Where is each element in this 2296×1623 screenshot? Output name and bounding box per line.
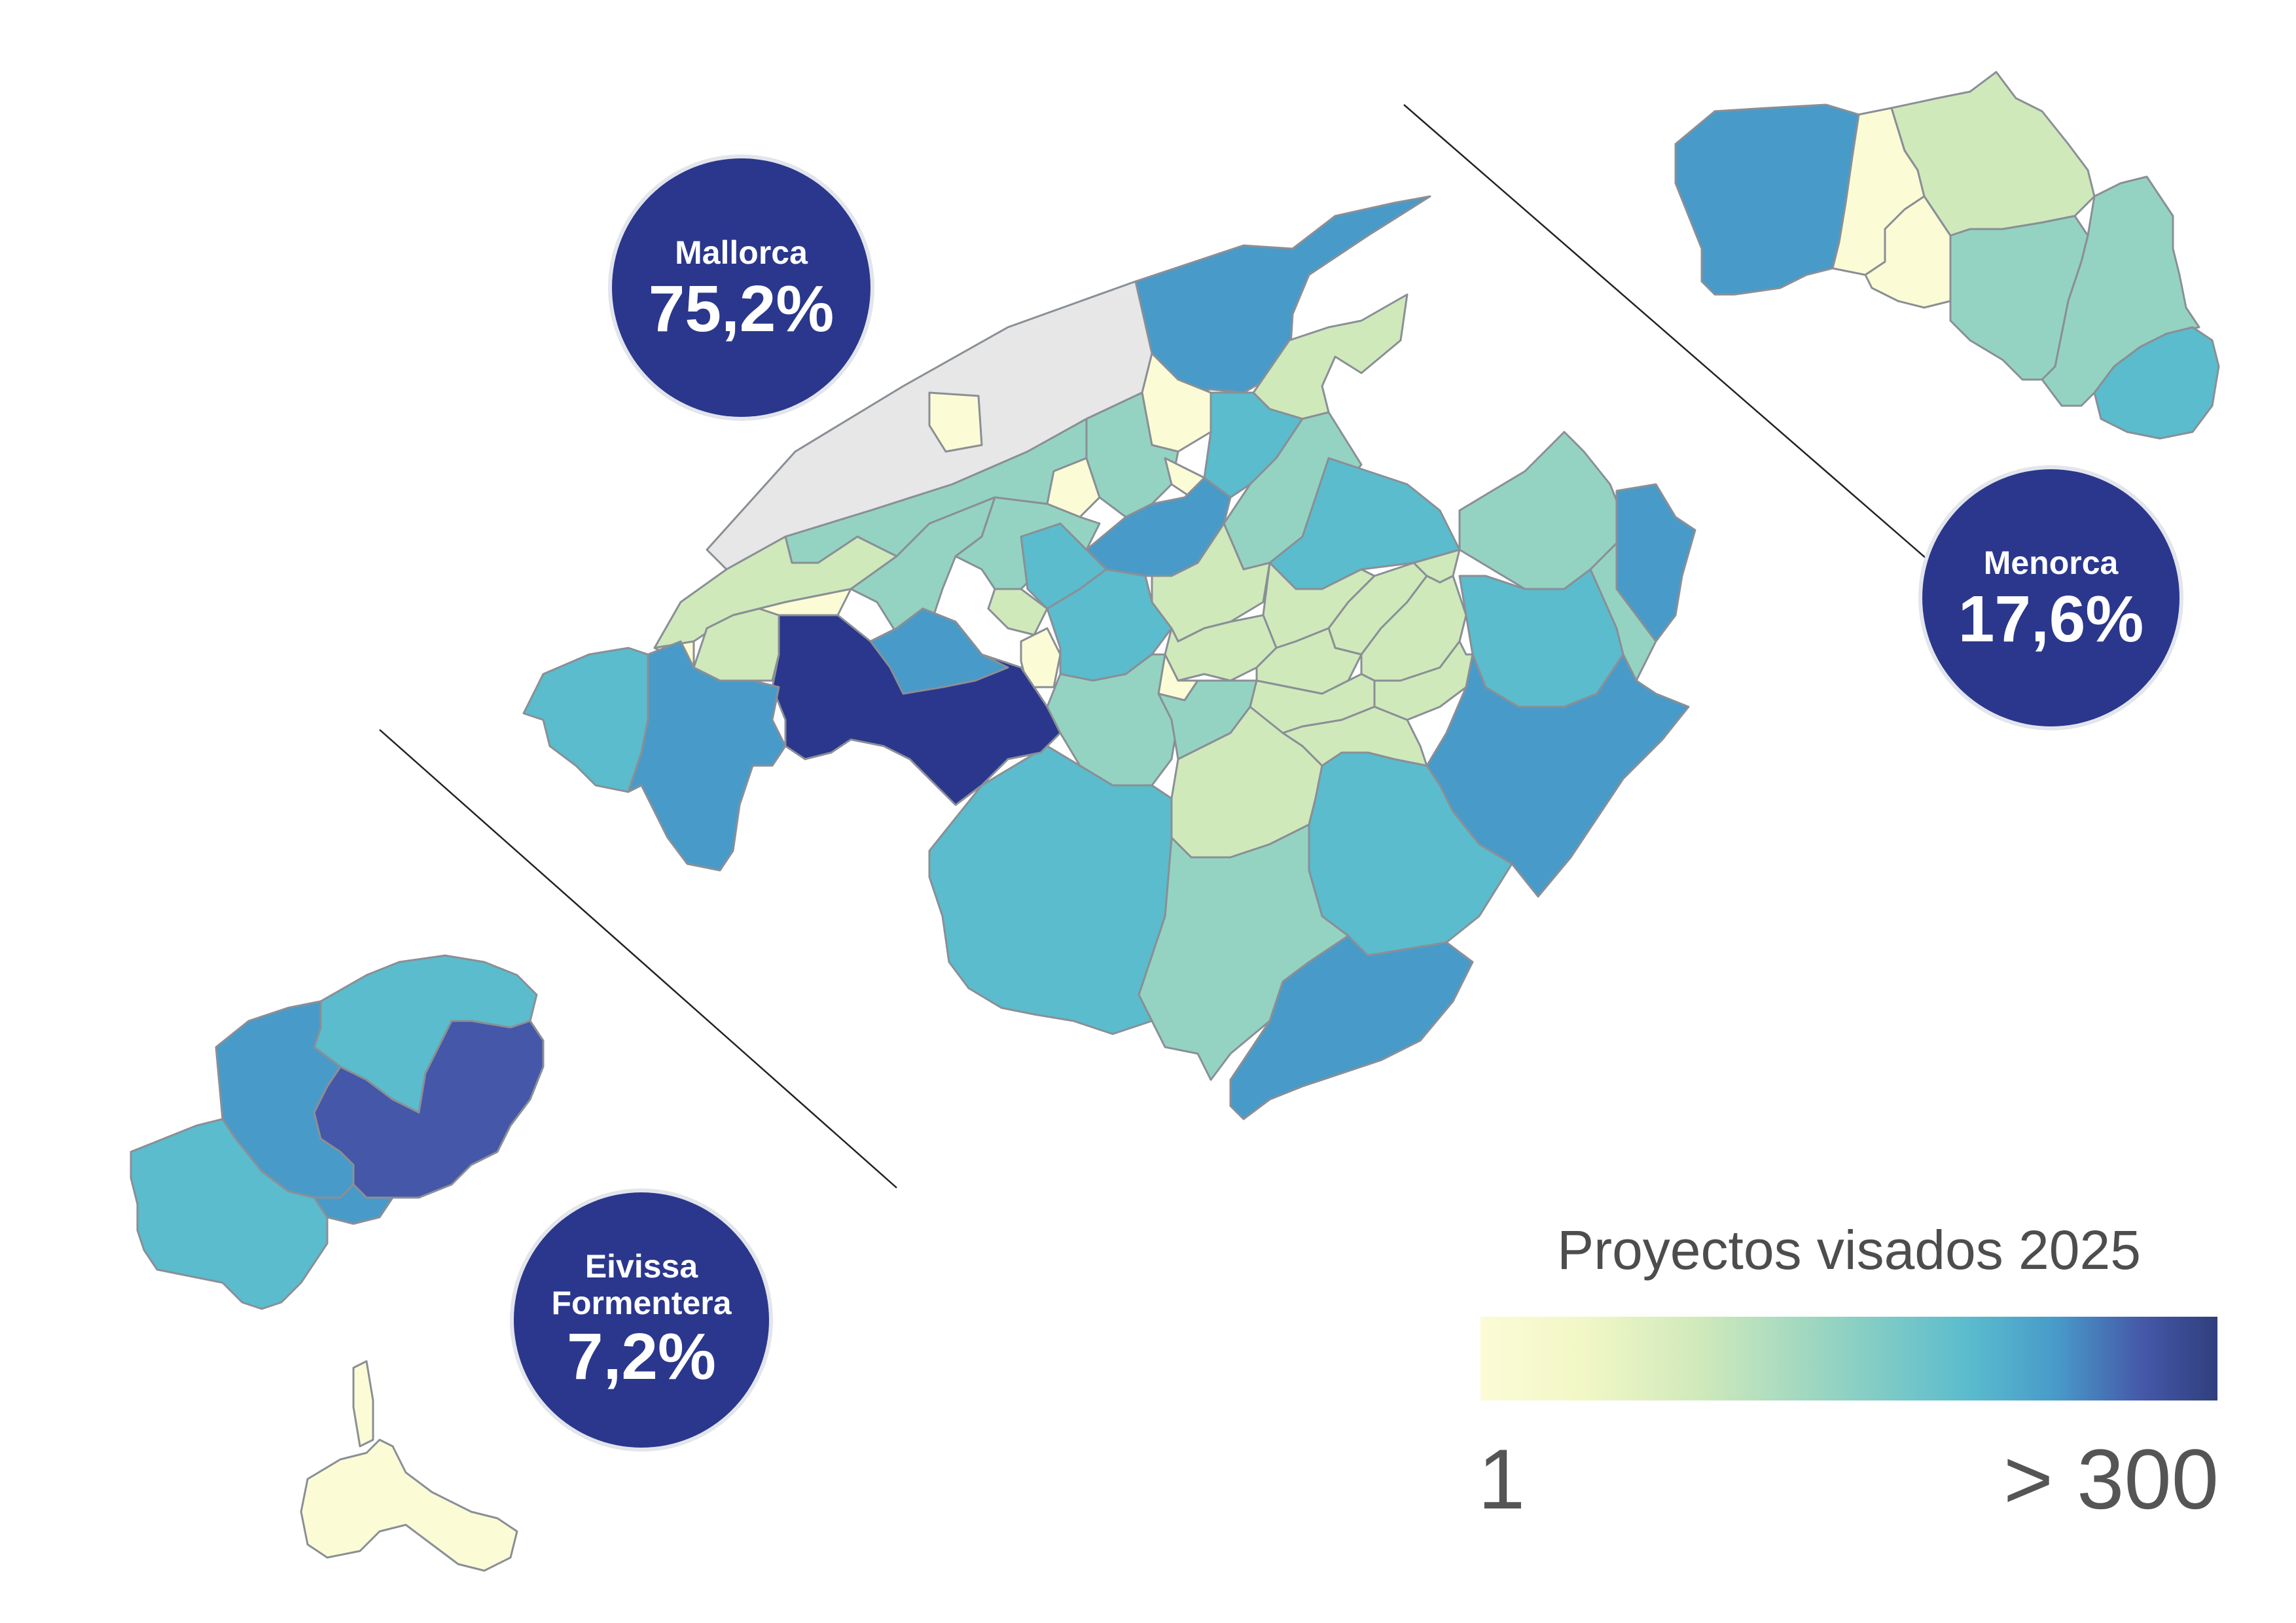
menorca-label: Menorca	[1983, 544, 2119, 581]
mallorca-map	[522, 195, 1696, 1120]
mallorca-muni	[1020, 627, 1062, 688]
eivissa-map	[130, 954, 545, 1310]
divider-mallorca-eivissa	[379, 729, 897, 1188]
legend-max-label: > 300	[2003, 1431, 2219, 1527]
menorca-muni	[1674, 103, 1860, 296]
mallorca-muni	[928, 391, 983, 453]
mallorca-muni	[732, 588, 852, 616]
legend-color-scale	[1480, 1317, 2217, 1400]
formentera-map	[300, 1360, 518, 1572]
menorca-map	[1674, 71, 2220, 440]
legend-min-label: 1	[1478, 1431, 1526, 1527]
legend-title: Proyectos visados 2025	[1557, 1219, 2141, 1281]
eivissa-formentera-share: 7,2%	[567, 1320, 716, 1393]
mallorca-muni	[928, 745, 1173, 1035]
eivissa-muni	[313, 1183, 394, 1225]
mallorca-muni	[692, 607, 780, 682]
formentera-muni	[300, 1438, 518, 1572]
divider-mallorca-menorca	[1403, 104, 1928, 560]
mallorca-label: Mallorca	[675, 234, 808, 271]
mallorca-muni	[1268, 457, 1461, 590]
mallorca-muni	[1589, 542, 1657, 682]
eivissa-muni	[130, 1118, 342, 1310]
mallorca-muni	[1046, 457, 1101, 518]
eivissa-formentera-badge: Eivissa Formentera 7,2%	[514, 1192, 769, 1448]
mallorca-badge: Mallorca 75,2%	[612, 158, 870, 417]
mallorca-muni	[1046, 568, 1173, 682]
mallorca-muni	[1229, 935, 1474, 1120]
mallorca-share: 75,2%	[648, 272, 834, 346]
mallorca-muni	[869, 607, 1009, 695]
mallorca-muni	[1085, 391, 1179, 518]
menorca-share: 17,6%	[1958, 582, 2144, 656]
eivissa-label: Eivissa	[584, 1248, 698, 1285]
formentera-label: Formentera	[551, 1285, 732, 1321]
formentera-muni	[352, 1360, 374, 1448]
menorca-badge: Menorca 17,6%	[1922, 469, 2179, 726]
menorca-muni	[2093, 326, 2220, 440]
eivissa-muni	[313, 1020, 545, 1199]
